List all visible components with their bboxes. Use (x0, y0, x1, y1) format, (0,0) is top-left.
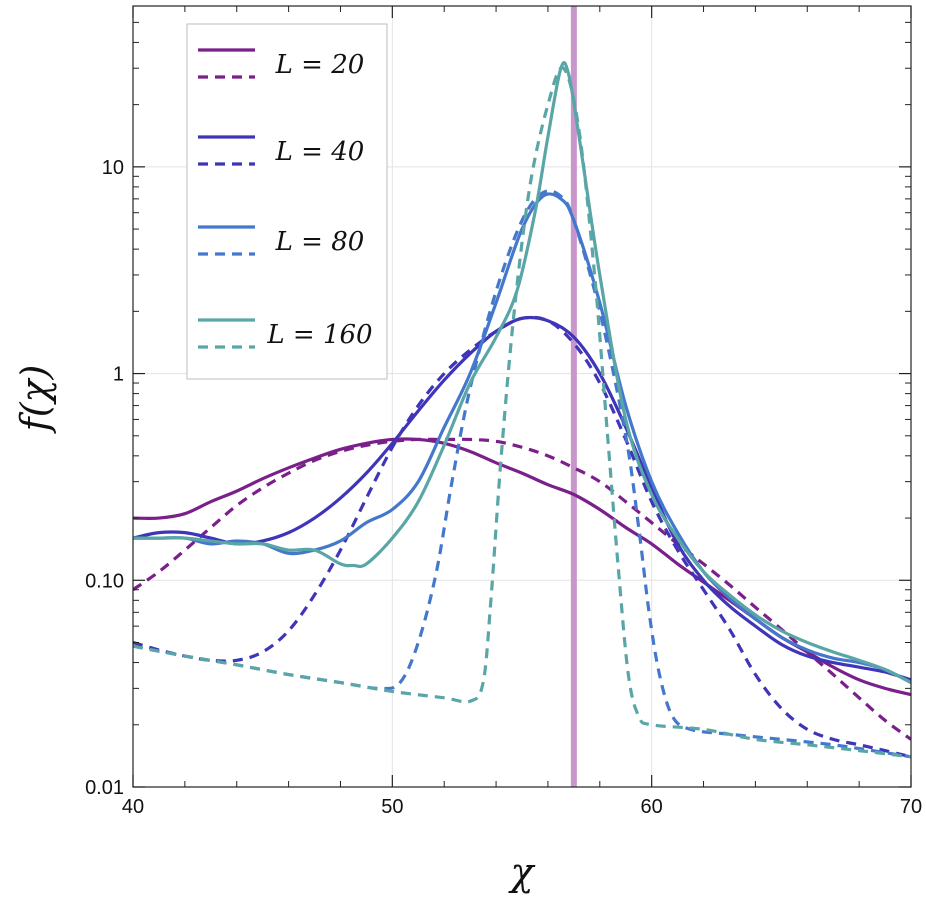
x-tick-label: 70 (900, 796, 922, 818)
legend-label: L = 160 (266, 320, 372, 350)
y-tick-label: 1 (113, 364, 124, 386)
series-line-l-160-solid (133, 61, 911, 685)
y-tick-label: 0.10 (85, 570, 124, 592)
series-line-l-160-dashed (133, 66, 911, 759)
ticks (132, 6, 912, 788)
x-tick-label: 50 (381, 796, 403, 818)
series-group (133, 61, 911, 759)
legend: L = 20 L = 40 L = 80 L = 160 (186, 23, 388, 380)
x-tick-label: 60 (641, 796, 663, 818)
legend-label: L = 40 (275, 137, 365, 167)
x-tick-label: 40 (122, 796, 144, 818)
x-axis-label: χ (507, 850, 535, 894)
tick-labels: 40 50 60 70 0.01 0.10 1 10 (85, 157, 922, 818)
legend-label: L = 20 (275, 50, 365, 80)
y-axis-label: f(χ) (13, 365, 57, 435)
plot-frame (132, 5, 912, 788)
y-tick-label: 10 (102, 157, 124, 179)
y-tick-label: 0.01 (85, 777, 124, 799)
series-line-l-40-dashed (133, 315, 911, 759)
legend-label: L = 80 (275, 227, 365, 257)
